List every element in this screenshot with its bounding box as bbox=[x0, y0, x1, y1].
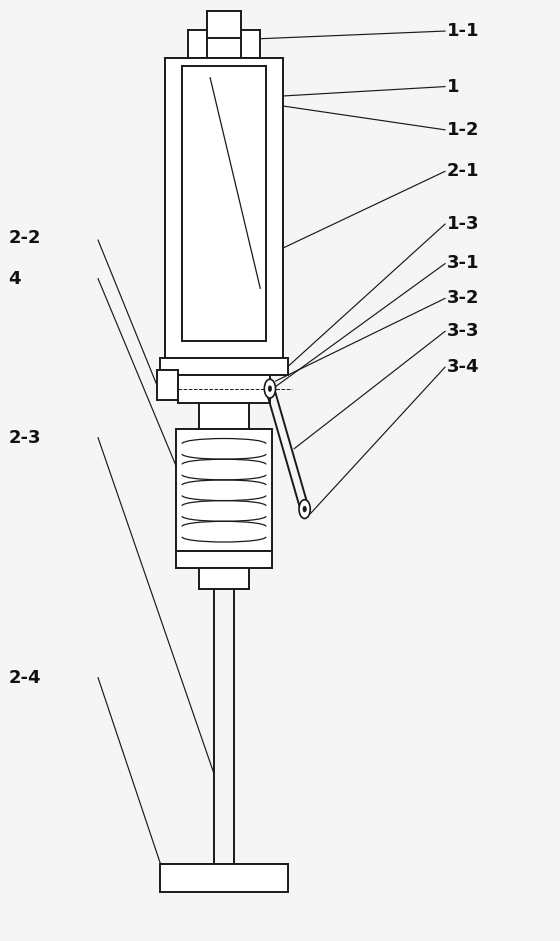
Text: 2-2: 2-2 bbox=[8, 229, 41, 247]
Text: 2-1: 2-1 bbox=[447, 162, 479, 181]
Circle shape bbox=[268, 386, 272, 391]
Text: 4: 4 bbox=[8, 269, 21, 288]
Bar bbox=[157, 370, 178, 400]
Circle shape bbox=[264, 379, 276, 398]
Bar bbox=[176, 551, 272, 568]
Bar bbox=[207, 11, 241, 38]
Text: 2-3: 2-3 bbox=[8, 428, 41, 447]
Bar bbox=[160, 358, 288, 375]
Text: 1-1: 1-1 bbox=[447, 22, 479, 40]
Bar bbox=[176, 429, 272, 551]
Bar bbox=[188, 30, 260, 58]
Text: 3-2: 3-2 bbox=[447, 289, 479, 308]
Bar bbox=[199, 568, 249, 589]
Text: 2-4: 2-4 bbox=[8, 668, 41, 687]
Bar bbox=[178, 375, 270, 403]
Bar bbox=[182, 66, 266, 341]
Text: 1: 1 bbox=[447, 77, 459, 96]
Bar bbox=[165, 58, 283, 358]
Text: 3-1: 3-1 bbox=[447, 254, 479, 273]
Text: 1-3: 1-3 bbox=[447, 215, 479, 233]
Text: 1-2: 1-2 bbox=[447, 120, 479, 139]
Circle shape bbox=[299, 500, 310, 518]
Bar bbox=[199, 403, 249, 429]
Circle shape bbox=[303, 506, 306, 512]
Text: 3-4: 3-4 bbox=[447, 358, 479, 376]
Bar bbox=[160, 864, 288, 892]
Text: 3-3: 3-3 bbox=[447, 322, 479, 341]
